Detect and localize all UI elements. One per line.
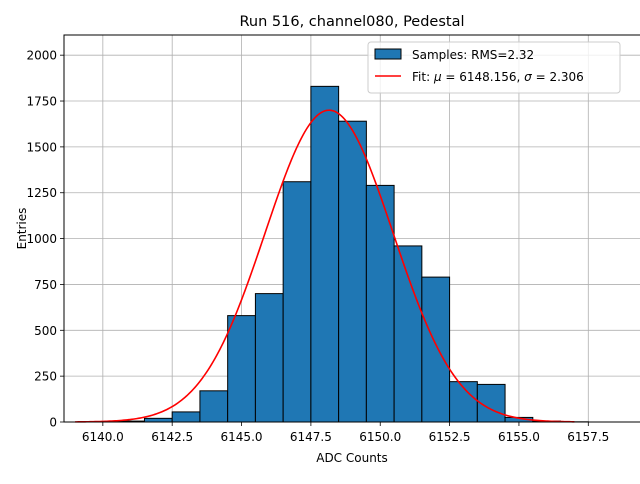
legend: Samples: RMS=2.32 Fit: μ = 6148.156, σ =… — [368, 42, 620, 93]
histogram-bar — [172, 412, 200, 422]
histogram-bar — [394, 246, 422, 422]
y-axis-label: Entries — [15, 208, 29, 250]
y-tick-label: 1250 — [26, 186, 57, 200]
histogram-bar — [283, 182, 311, 422]
x-tick-label: 6150.0 — [359, 430, 401, 444]
y-tick-label: 250 — [34, 370, 57, 384]
histogram-bar — [144, 418, 172, 422]
x-tick-label: 6155.0 — [498, 430, 540, 444]
y-tick-label: 0 — [49, 416, 57, 430]
x-axis-label: ADC Counts — [316, 451, 388, 465]
y-tick-label: 500 — [34, 324, 57, 338]
x-tick-label: 6152.5 — [429, 430, 471, 444]
histogram-bar — [311, 86, 339, 422]
histogram-bar — [339, 121, 367, 422]
legend-histogram-label: Samples: RMS=2.32 — [412, 48, 534, 62]
chart-title: Run 516, channel080, Pedestal — [239, 14, 464, 30]
y-tick-label: 2000 — [26, 49, 57, 63]
histogram-bar — [422, 277, 450, 422]
x-tick-label: 6142.5 — [151, 430, 193, 444]
histogram-bar — [255, 294, 283, 422]
histogram-bar — [366, 185, 394, 422]
legend-histogram-swatch — [375, 49, 401, 59]
legend-fit-prefix: Fit: — [412, 70, 434, 84]
x-tick-label: 6147.5 — [290, 430, 332, 444]
legend-fit-mu-symbol: μ — [433, 70, 442, 84]
x-tick-label: 6145.0 — [221, 430, 263, 444]
y-tick-label: 1750 — [26, 95, 57, 109]
x-tick-label: 6157.5 — [567, 430, 609, 444]
legend-fit-mu-value: = 6148.156, — [442, 70, 525, 84]
y-tick-label: 750 — [34, 278, 57, 292]
legend-fit-label: Fit: μ = 6148.156, σ = 2.306 — [412, 70, 584, 84]
y-tick-label: 1500 — [26, 140, 57, 154]
y-tick-label: 1000 — [26, 232, 57, 246]
histogram-bar — [228, 316, 256, 422]
legend-fit-sigma-value: = 2.306 — [532, 70, 584, 84]
x-tick-label: 6140.0 — [82, 430, 124, 444]
histogram-bar — [200, 391, 228, 422]
